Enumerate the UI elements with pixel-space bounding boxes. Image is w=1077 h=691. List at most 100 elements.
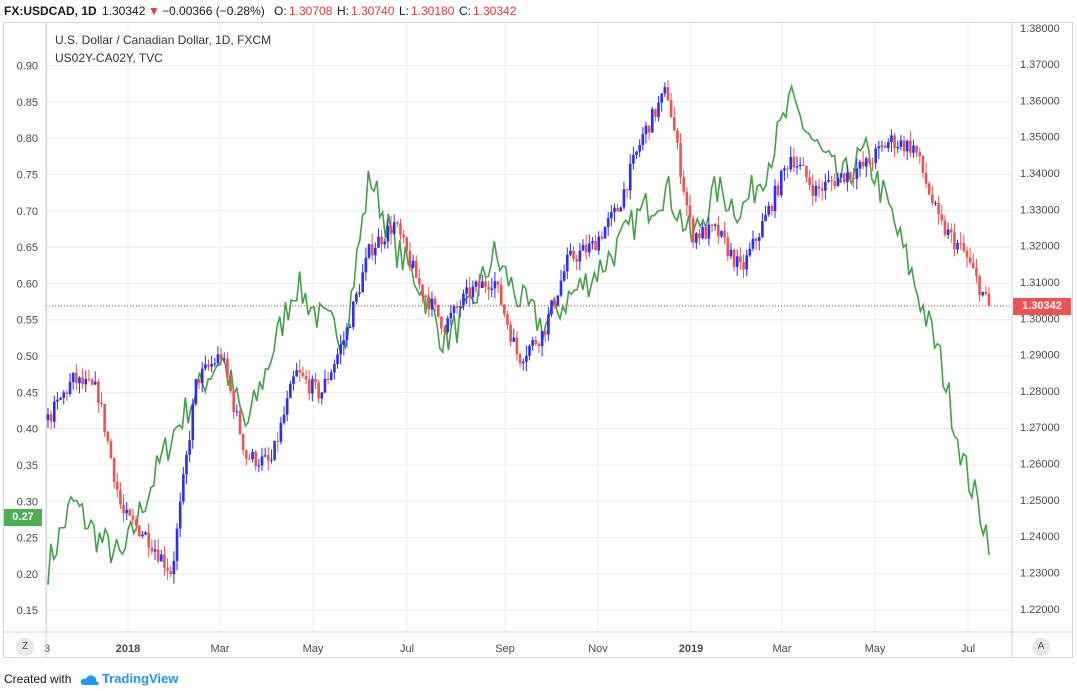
candle-body [377,236,380,248]
left-tick-label: 0.45 [17,387,38,399]
candle-body [978,276,981,296]
candle-body [487,286,490,290]
low-label: L: [399,4,410,18]
candle-body [975,268,978,277]
candle-body [213,363,217,365]
tradingview-logo[interactable]: TradingView [80,671,178,686]
candle-body [877,146,881,149]
candle-body [710,224,714,226]
candle-body [84,379,88,385]
candle-body [833,181,837,187]
candle-body [820,188,824,191]
candle-body [131,515,135,520]
candle-body [301,372,305,376]
candle-body [172,560,176,575]
candle-body [521,361,525,364]
candle-body [244,450,248,459]
chart-subtitle: US02Y-CA02Y, TVC [55,51,163,65]
candle-body [185,454,188,475]
candle-body [676,130,679,143]
left-tick-label: 0.35 [17,460,38,472]
candle-body [345,327,349,341]
zoom-button[interactable]: Z [16,638,34,656]
candle-body [773,185,777,212]
candle-body [411,260,415,268]
right-tick-label: 1.30000 [1020,313,1060,325]
candle-body [421,284,424,296]
candle-body [776,185,780,196]
candle-body [443,328,446,333]
candle-body [200,368,204,383]
candle-body [588,243,591,253]
candle-body [285,398,289,415]
candle-body [638,144,641,152]
price-change: −0.00366 (−0.28%) [162,4,265,18]
candle-body [852,177,855,179]
candle-body [477,281,481,288]
candle-body [449,312,453,319]
candle-body [779,170,783,196]
candle-body [210,363,213,367]
candle-body [660,93,663,103]
x-tick-label: May [865,643,886,655]
candle-body [924,172,928,184]
candle-body [355,293,358,302]
tradingview-label: TradingView [102,671,179,686]
candle-body [798,164,802,167]
candle-body [553,300,556,306]
candle-body [103,404,106,432]
candle-body [846,172,849,183]
candle-body [188,440,191,455]
candle-body [408,251,412,268]
candle-body [361,272,365,293]
right-tick-label: 1.33000 [1020,204,1060,216]
high-label: H: [337,4,349,18]
chart-frame [3,22,1073,658]
x-tick-label: 2019 [679,643,703,655]
candle-body [808,177,811,186]
spread-series [47,83,990,585]
candle-body [46,414,50,420]
candle-body [348,327,352,329]
candle-body [786,168,789,170]
candle-body [97,381,100,403]
candle-body [603,227,607,239]
candle-body [191,403,195,441]
candle-body [893,135,896,149]
candle-body [298,370,302,373]
candle-series [46,80,991,584]
auto-scale-button[interactable]: A [1032,638,1050,656]
candle-body [207,364,210,367]
candle-body [235,411,239,413]
candle-body [770,205,774,212]
candle-body [534,340,538,344]
candle-body [899,140,903,147]
left-tick-label: 0.50 [17,351,38,363]
candle-body [739,256,742,262]
candle-body [591,240,594,244]
candle-body [267,455,270,461]
candle-body [915,145,918,153]
candle-body [874,148,878,164]
candle-body [204,364,207,369]
candle-body [953,232,956,250]
right-tick-label: 1.27000 [1020,422,1060,434]
candle-body [260,456,264,466]
candle-body [458,306,462,308]
candle-body [886,142,890,149]
candle-body [918,152,922,156]
candle-body [178,501,182,529]
candle-body [424,295,427,297]
candle-body [666,87,670,101]
cloud-icon [80,674,99,685]
candle-body [635,151,638,155]
candle-body [971,262,975,269]
candle-body [600,236,604,239]
down-arrow-icon: ▼ [148,4,160,18]
candle-body [742,261,745,270]
candle-body [890,135,893,143]
candle-body [701,227,704,239]
left-tick-label: 0.80 [17,133,38,145]
candle-body [144,532,147,535]
